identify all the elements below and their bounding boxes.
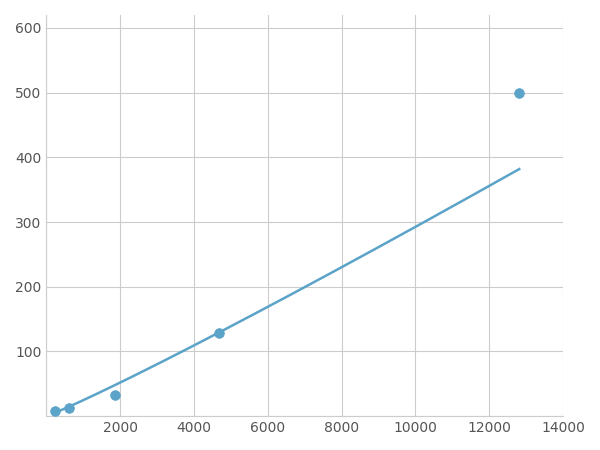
Point: [50, 407, 60, 414]
Point: [514, 89, 524, 96]
Point: [65, 405, 74, 412]
Point: [214, 330, 224, 337]
Point: [110, 392, 120, 399]
